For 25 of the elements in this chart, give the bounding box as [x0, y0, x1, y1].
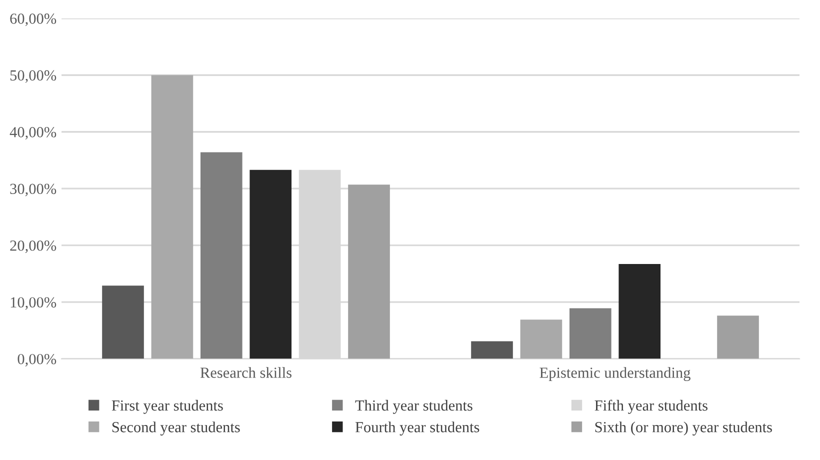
bar	[348, 184, 390, 359]
bar	[471, 341, 513, 359]
bar	[569, 308, 612, 359]
y-tick-label: 50,00%	[10, 70, 56, 83]
bar	[151, 75, 194, 359]
x-tick-label: Epistemic understanding	[540, 367, 690, 382]
legend-label: Third year students	[355, 400, 472, 414]
bar	[717, 316, 759, 359]
bar	[618, 264, 661, 359]
legend-label: Second year students	[112, 422, 240, 436]
bar	[200, 152, 242, 359]
y-tick-label: 10,00%	[10, 297, 56, 310]
x-tick-label: Research skills	[200, 367, 292, 378]
legend-label: Fifth year students	[594, 400, 708, 414]
legend-label: First year students	[112, 400, 223, 414]
y-tick-label: 40,00%	[10, 127, 56, 140]
bar	[250, 170, 292, 359]
bar	[102, 286, 144, 359]
bar	[520, 320, 562, 359]
legend-label: Sixth (or more) year students	[595, 422, 772, 436]
y-tick-label: 0,00%	[18, 354, 56, 366]
y-tick-label: 60,00%	[10, 14, 56, 26]
y-tick-label: 20,00%	[10, 240, 56, 253]
legend-label: Fourth year students	[355, 422, 480, 436]
y-tick-label: 30,00%	[10, 184, 56, 196]
